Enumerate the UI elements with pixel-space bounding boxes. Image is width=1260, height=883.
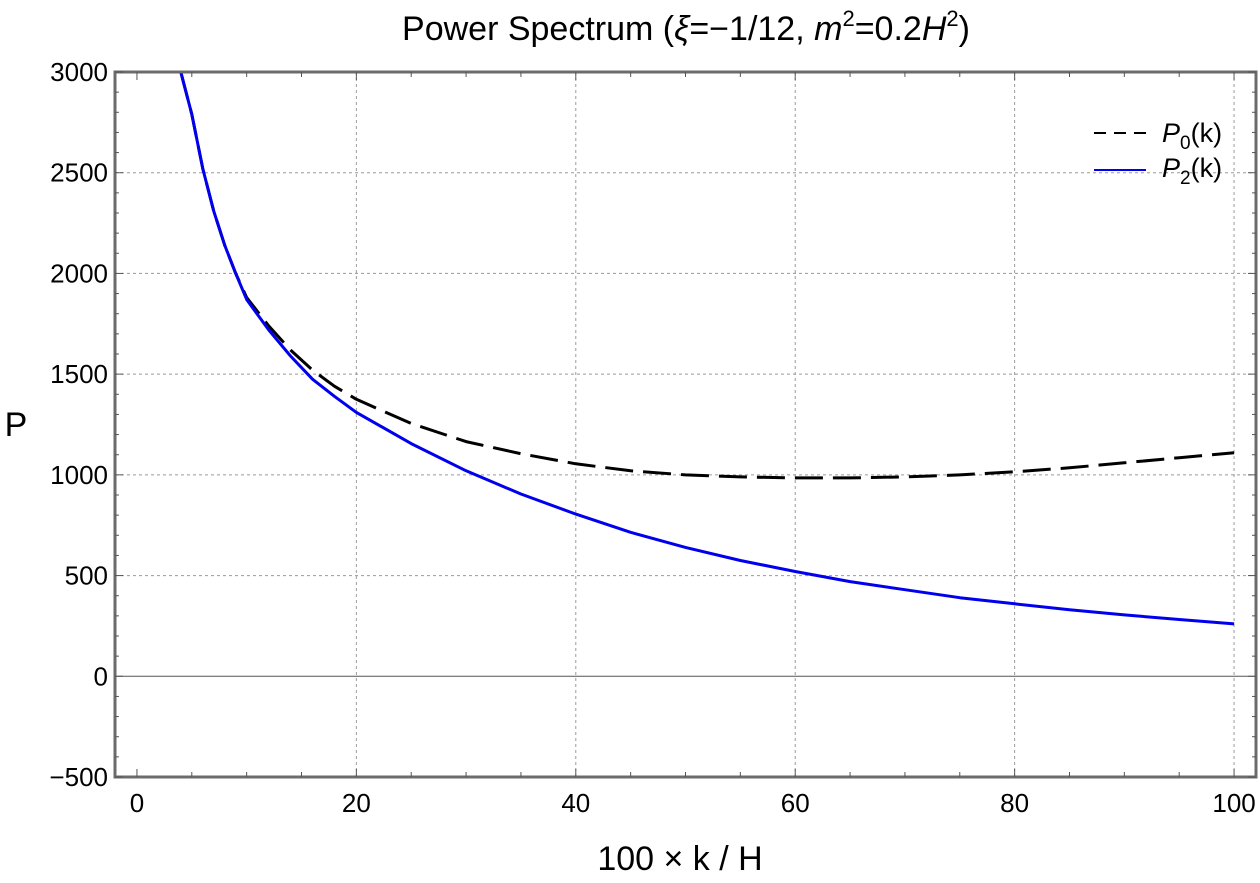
legend-label-p2: P2(k) xyxy=(1162,153,1222,189)
title-h-power: 2 xyxy=(946,6,958,31)
title-xi: ξ xyxy=(674,10,691,48)
chart-title: Power Spectrum (ξ=−1/12, m2=0.2H2) xyxy=(402,6,970,48)
y-axis-label: P xyxy=(5,406,28,444)
x-tick-label: 40 xyxy=(561,788,590,818)
title-xi-value: =−1/12, xyxy=(689,10,814,48)
series-line-1 xyxy=(179,71,1235,626)
x-tick-label: 0 xyxy=(130,788,144,818)
y-tick-label: 1500 xyxy=(50,359,108,389)
legend: P0(k) P2(k) xyxy=(1094,118,1222,189)
x-axis-label: 100 × k / H xyxy=(597,840,762,878)
legend-label-p0: P0(k) xyxy=(1162,118,1222,154)
y-tick-label: 2000 xyxy=(50,258,108,288)
title-m: m xyxy=(814,10,842,48)
title-suffix: ) xyxy=(959,10,970,48)
x-tick-label: 60 xyxy=(781,788,810,818)
y-tick-label: 2500 xyxy=(50,158,108,188)
title-h: H xyxy=(922,10,947,48)
plot-frame xyxy=(113,70,1258,779)
y-tick-label: 0 xyxy=(94,661,108,691)
y-tick-label: 500 xyxy=(65,561,108,591)
series-line-0 xyxy=(179,71,1235,480)
x-tick-label: 80 xyxy=(1000,788,1029,818)
title-prefix: Power Spectrum ( xyxy=(402,10,675,48)
x-tick-label: 100 xyxy=(1212,788,1255,818)
title-mass-value: =0.2 xyxy=(855,10,922,48)
grid-lines xyxy=(115,72,1256,777)
y-tick-label: −500 xyxy=(49,762,108,792)
y-tick-labels: −500 0 500 1000 1500 2000 2500 3000 xyxy=(49,57,108,792)
x-tick-labels: 0 20 40 60 80 100 xyxy=(130,788,1256,818)
y-tick-label: 3000 xyxy=(50,57,108,87)
x-tick-label: 20 xyxy=(342,788,371,818)
minor-ticks xyxy=(115,71,1256,778)
title-m-power: 2 xyxy=(842,6,854,31)
y-tick-label: 1000 xyxy=(50,460,108,490)
series-layer xyxy=(179,71,1235,626)
